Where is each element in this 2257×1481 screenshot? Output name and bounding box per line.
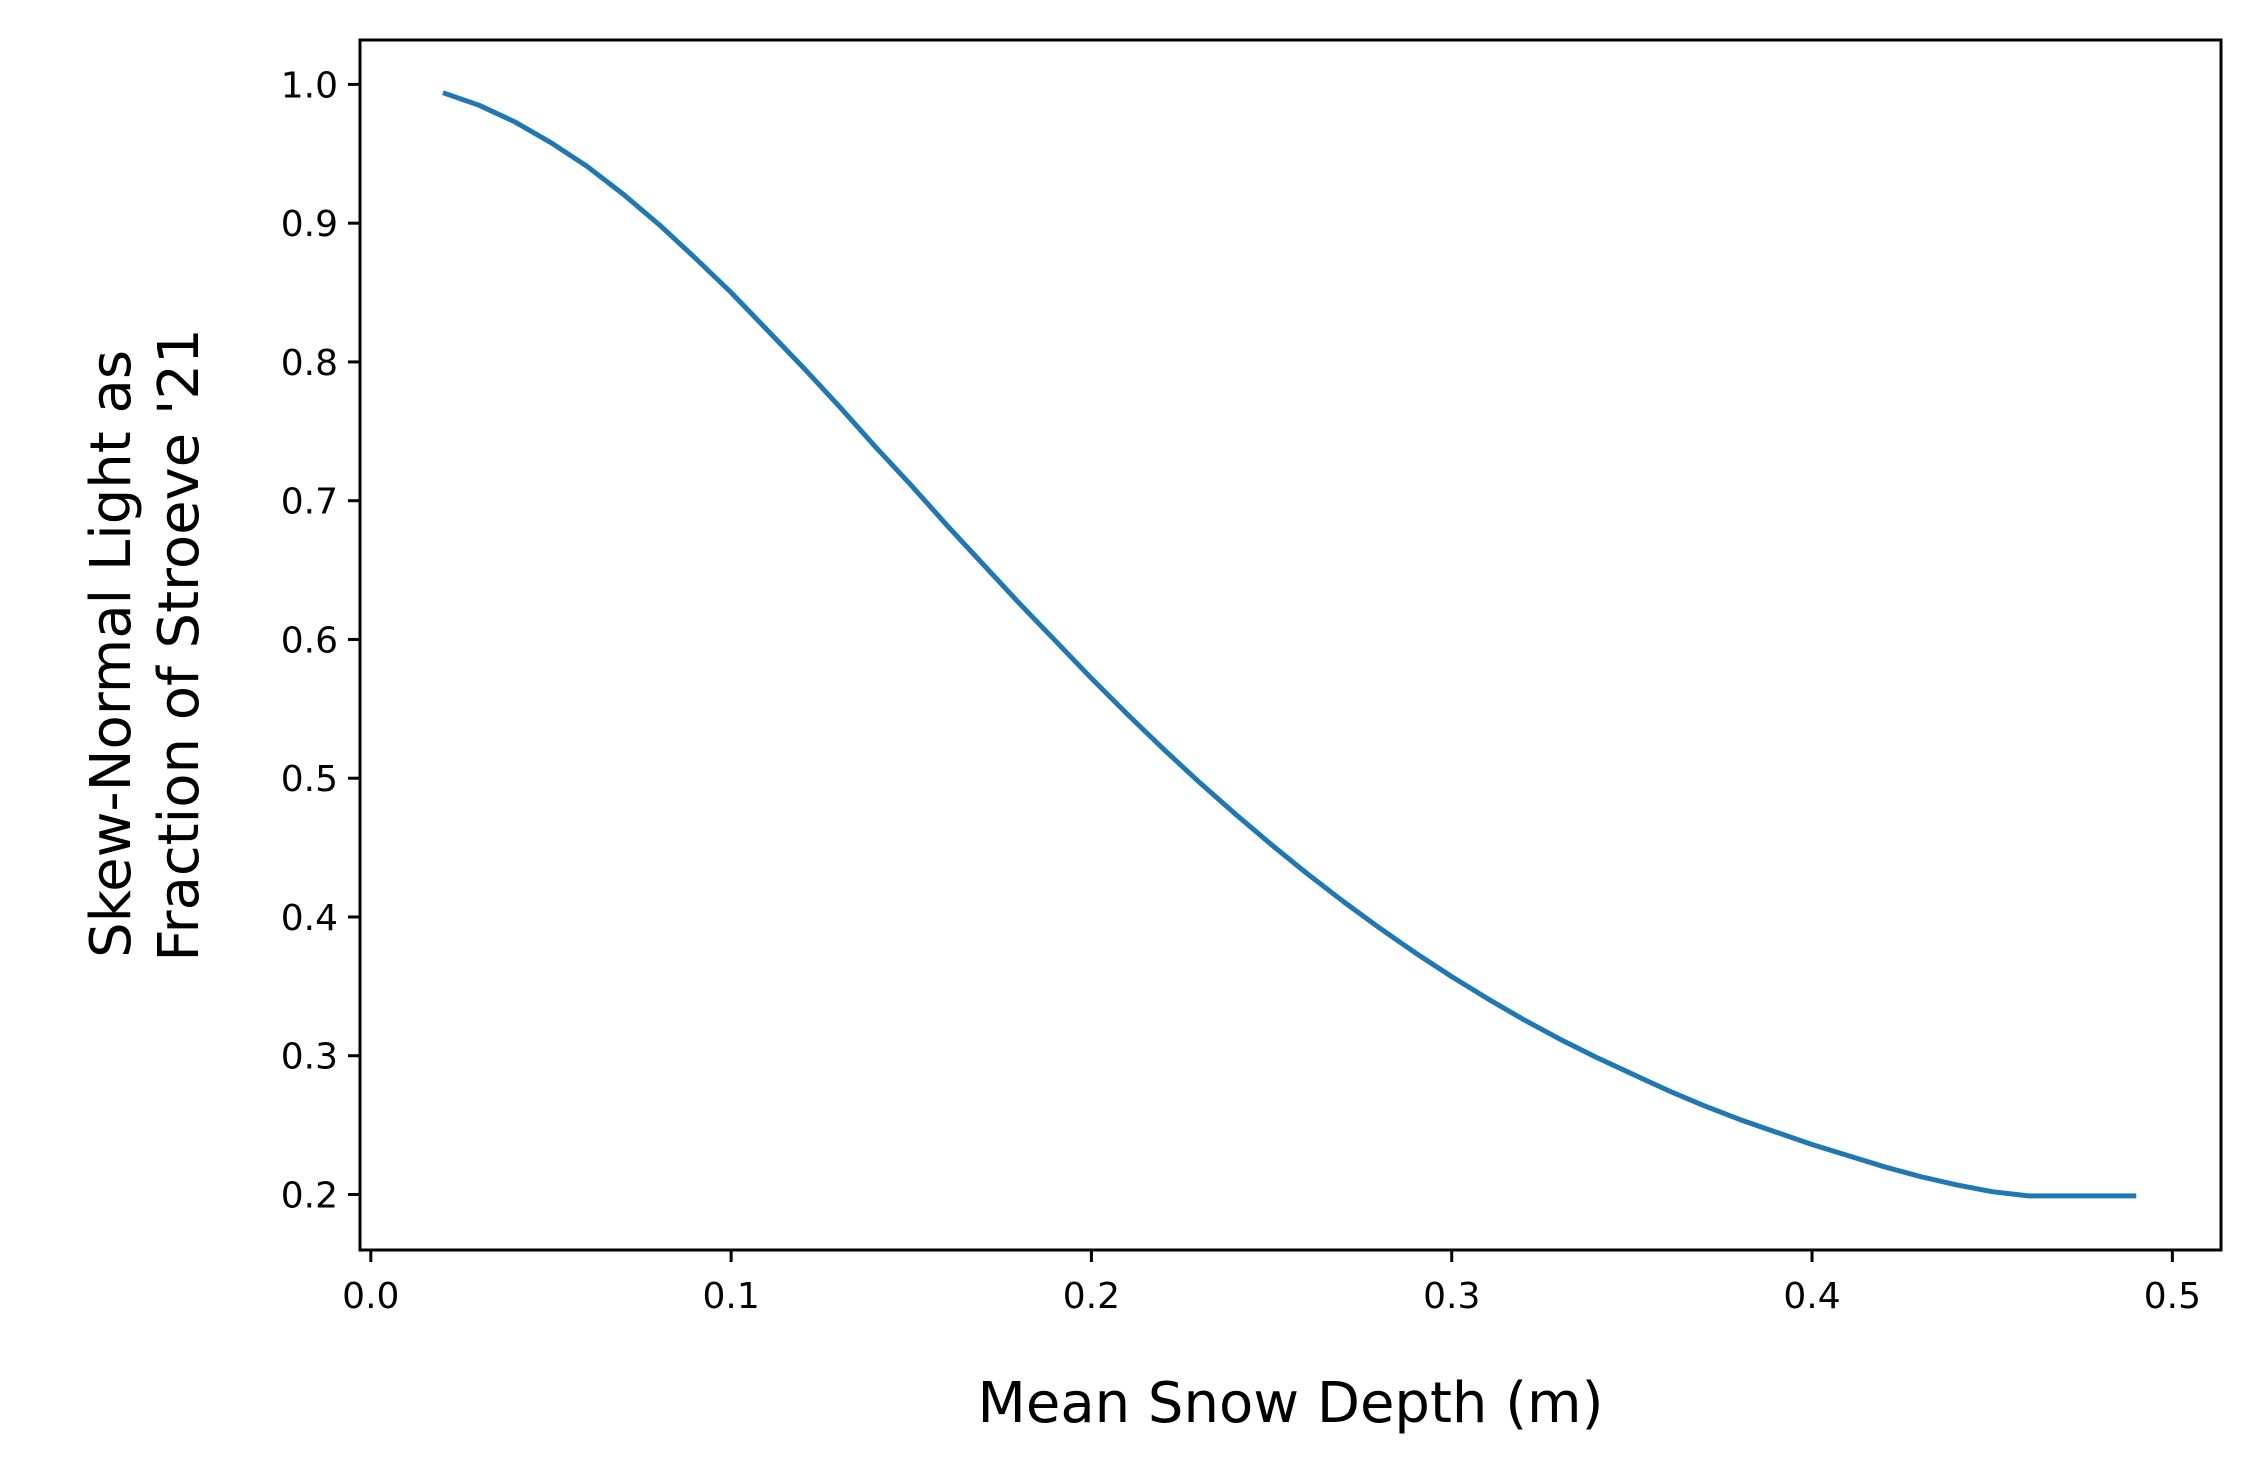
x-tick-label: 0.2 (1063, 1276, 1120, 1317)
x-tick-label: 0.0 (342, 1276, 399, 1317)
plot-frame (358, 38, 2223, 1252)
y-tick-label: 0.5 (281, 759, 338, 800)
y-tick-label: 0.9 (281, 204, 338, 245)
x-axis-label: Mean Snow Depth (m) (978, 1371, 1604, 1436)
y-axis-label-line-1: Skew-Normal Light as (79, 350, 144, 958)
y-tick-label: 0.6 (281, 620, 338, 661)
series-layer (442, 90, 2137, 1199)
y-tick-label: 0.2 (281, 1175, 338, 1216)
x-tick-label: 0.5 (2144, 1276, 2201, 1317)
series-line (442, 90, 2137, 1199)
x-tick-label: 0.1 (702, 1276, 759, 1317)
y-axis-label: Skew-Normal Light as Fraction of Stroeve… (79, 328, 212, 961)
y-tick-label: 1.0 (281, 65, 338, 106)
y-axis-ticks: 0.2 0.3 0.4 0.5 0.6 0.7 0.8 0.9 1.0 (281, 65, 360, 1216)
y-tick-label: 0.4 (281, 898, 338, 939)
x-axis-ticks: 0.0 0.1 0.2 0.3 0.4 0.5 (342, 1250, 2201, 1317)
x-tick-label: 0.3 (1423, 1276, 1480, 1317)
x-tick-label: 0.4 (1783, 1276, 1840, 1317)
y-tick-label: 0.3 (281, 1037, 338, 1078)
y-axis-label-line-2: Fraction of Stroeve '21 (147, 328, 212, 961)
y-tick-label: 0.7 (281, 482, 338, 523)
y-tick-label: 0.8 (281, 343, 338, 384)
